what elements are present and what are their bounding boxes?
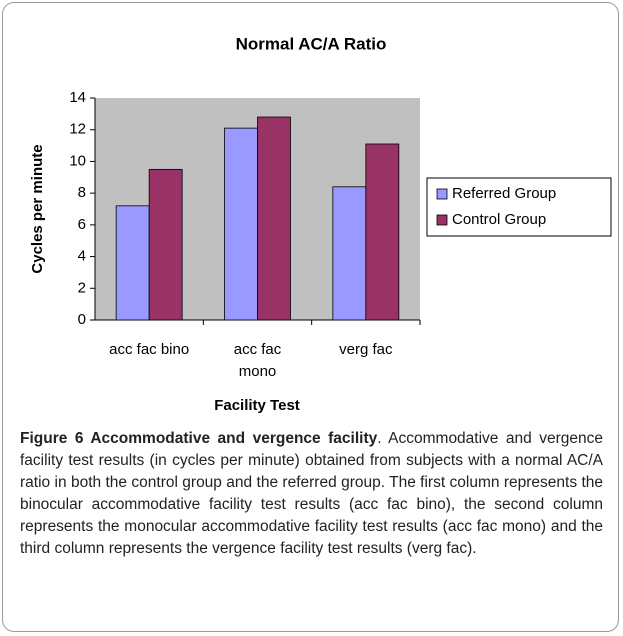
bar xyxy=(148,168,183,321)
bar xyxy=(257,116,291,321)
caption-text: . Accommodative and vergence facility te… xyxy=(20,430,603,557)
bar xyxy=(365,143,400,321)
y-tick-label: 0 xyxy=(78,311,86,328)
y-tick-label: 6 xyxy=(78,216,86,233)
y-axis-title: Cycles per minute xyxy=(29,144,46,273)
y-tick-label: 14 xyxy=(69,89,86,106)
y-tick-label: 12 xyxy=(69,121,86,138)
x-tick-label: verg fac xyxy=(339,341,393,358)
caption: Figure 6 Accommodative and vergence faci… xyxy=(20,428,603,560)
bar xyxy=(332,186,367,321)
y-tick-label: 10 xyxy=(69,152,86,169)
caption-title: Figure 6 Accommodative and vergence faci… xyxy=(20,430,378,447)
bar xyxy=(224,127,258,321)
y-tick-label: 2 xyxy=(78,279,86,296)
legend-label: Control Group xyxy=(452,211,546,228)
y-tick-label: 8 xyxy=(78,184,86,201)
legend-swatch xyxy=(436,188,448,200)
chart-title: Normal AC/A Ratio xyxy=(236,34,387,53)
y-tick-label: 4 xyxy=(78,248,86,265)
bar xyxy=(115,205,150,321)
legend-box xyxy=(426,177,612,237)
x-axis-title: Facility Test xyxy=(214,397,300,414)
chart: Normal AC/A Ratio Cycles per minute Faci… xyxy=(29,34,612,414)
legend-label: Referred Group xyxy=(452,185,556,202)
x-tick-label: acc fac bino xyxy=(109,341,189,358)
legend-swatch xyxy=(436,214,448,226)
x-tick-label: acc fac mono xyxy=(234,341,282,380)
